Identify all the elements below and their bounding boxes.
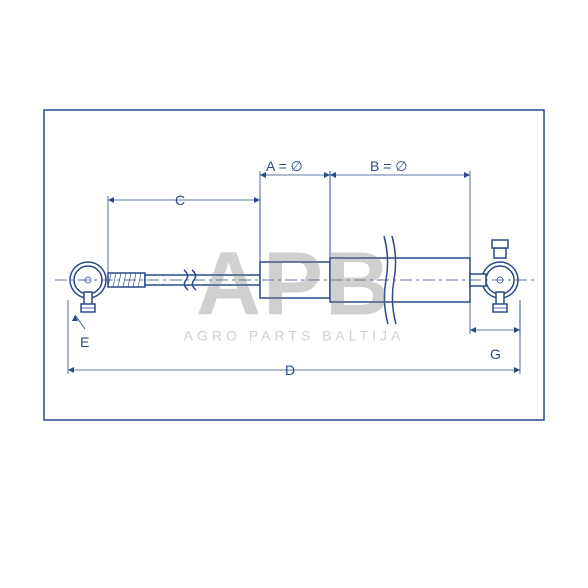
- technical-drawing: [0, 0, 588, 588]
- dim-label-d: D: [285, 362, 295, 378]
- dim-label-g: G: [490, 346, 501, 362]
- dim-label-a: A = ∅: [266, 158, 303, 175]
- dim-label-c: C: [175, 192, 185, 208]
- dim-label-e: E: [80, 334, 89, 350]
- dim-label-b: B = ∅: [370, 158, 408, 175]
